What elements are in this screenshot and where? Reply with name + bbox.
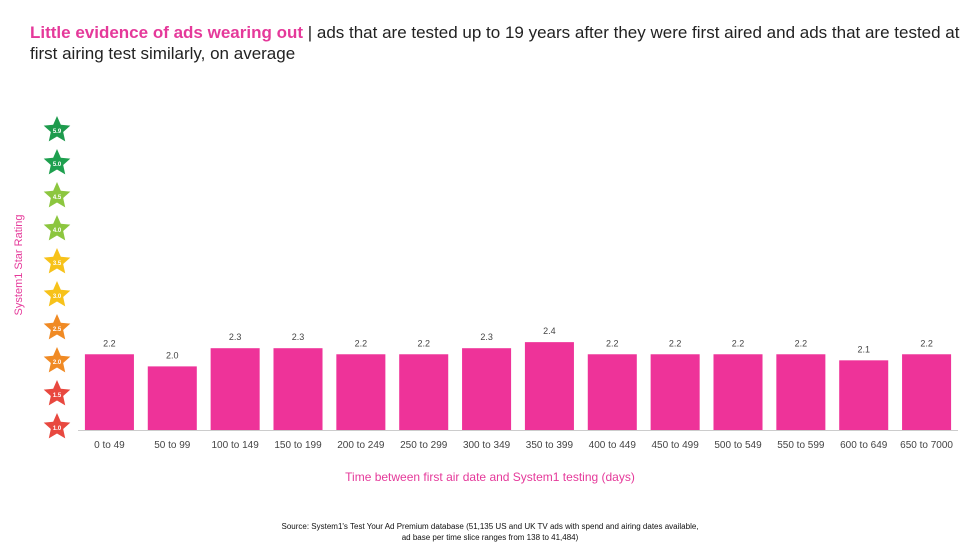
star-icon — [43, 413, 71, 439]
x-tick-label: 350 to 399 — [526, 440, 574, 451]
bar — [399, 354, 449, 430]
star-icon — [43, 314, 71, 340]
bar — [336, 354, 386, 430]
x-tick-label: 400 to 449 — [589, 440, 637, 451]
star-label: 1.0 — [53, 426, 62, 432]
star-rating-scale: 5.9 5.0 4.5 4.0 3.5 3.0 2.5 2.0 1.5 1.0 — [43, 116, 71, 439]
x-tick-label: 200 to 249 — [337, 440, 385, 451]
star-icon — [43, 380, 71, 406]
bar-value-label: 2.2 — [417, 338, 430, 348]
x-tick-label: 150 to 199 — [274, 440, 322, 451]
bar — [902, 354, 952, 430]
source-line-1: Source: System1's Test Your Ad Premium d… — [281, 522, 699, 531]
x-tick-label: 0 to 49 — [94, 440, 125, 451]
star-label: 4.5 — [53, 195, 62, 201]
bar-value-label: 2.3 — [292, 332, 305, 342]
bar-value-label: 2.2 — [732, 338, 745, 348]
star-label: 2.5 — [53, 327, 62, 333]
x-tick-label: 300 to 349 — [463, 440, 511, 451]
x-tick-label: 450 to 499 — [652, 440, 700, 451]
star-label: 2.0 — [53, 360, 62, 366]
chart-title: Little evidence of ads wearing out | ads… — [30, 22, 960, 64]
bar — [650, 354, 700, 430]
bar-value-label: 2.2 — [103, 338, 116, 348]
bar-value-label: 2.0 — [166, 350, 179, 360]
bar-value-label: 2.2 — [355, 338, 368, 348]
star-icon — [43, 215, 71, 241]
bar — [147, 366, 197, 430]
star-label: 3.0 — [53, 294, 62, 300]
title-separator: | — [303, 23, 317, 42]
bar — [776, 354, 826, 430]
x-tick-label: 600 to 649 — [840, 440, 888, 451]
bar — [273, 348, 323, 430]
star-label: 5.0 — [53, 162, 62, 168]
source-note: Source: System1's Test Your Ad Premium d… — [0, 521, 980, 543]
x-tick-label: 650 to 7000 — [900, 440, 953, 451]
x-tick-label: 100 to 149 — [212, 440, 260, 451]
x-tick-label: 500 to 549 — [714, 440, 762, 451]
bar-value-label: 2.2 — [606, 338, 619, 348]
bar — [524, 342, 574, 430]
title-highlight: Little evidence of ads wearing out — [30, 23, 303, 42]
star-label: 3.5 — [53, 261, 62, 267]
title-rest: ads that are tested up to 19 years after… — [30, 23, 960, 63]
y-axis-label: System1 Star Rating — [13, 214, 25, 316]
star-icon — [43, 281, 71, 307]
bar-value-label: 2.2 — [669, 338, 682, 348]
bar-series: 2.2 0 to 49 2.0 50 to 99 2.3 100 to 149 2.3 150… — [84, 326, 953, 451]
x-tick-label: 250 to 299 — [400, 440, 448, 451]
bar-value-label: 2.4 — [543, 326, 556, 336]
star-label: 5.9 — [53, 129, 62, 135]
bar-value-label: 2.2 — [795, 338, 808, 348]
bar — [839, 360, 889, 430]
x-tick-label: 50 to 99 — [154, 440, 191, 451]
star-icon — [43, 347, 71, 373]
bar — [462, 348, 512, 430]
star-icon — [43, 248, 71, 274]
source-line-2: ad base per time slice ranges from 138 t… — [401, 533, 579, 542]
x-tick-label: 550 to 599 — [777, 440, 825, 451]
bar-value-label: 2.3 — [229, 332, 242, 342]
star-icon — [43, 149, 71, 175]
bar-value-label: 2.1 — [857, 344, 870, 354]
star-icon — [43, 182, 71, 208]
bar-value-label: 2.2 — [920, 338, 933, 348]
star-label: 1.5 — [53, 393, 62, 399]
bar-value-label: 2.3 — [480, 332, 493, 342]
bar — [587, 354, 637, 430]
x-axis-label: Time between first air date and System1 … — [345, 470, 635, 484]
star-icon — [43, 116, 71, 142]
bar — [84, 354, 134, 430]
star-label: 4.0 — [53, 228, 62, 234]
bar — [713, 354, 763, 430]
bar — [210, 348, 260, 430]
